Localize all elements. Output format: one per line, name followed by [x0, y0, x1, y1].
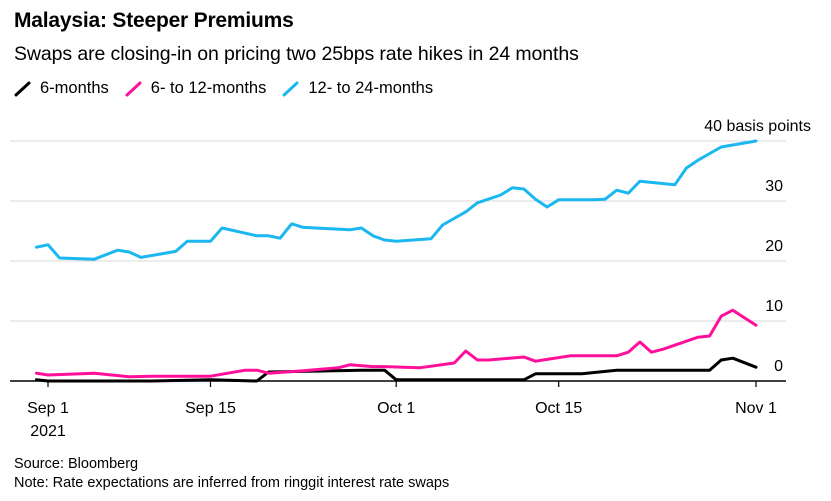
x-tick-sublabel-2021: 2021 — [30, 423, 66, 440]
x-tick-label-oct-15: Oct 15 — [535, 400, 582, 417]
x-tick-label-nov-1: Nov 1 — [735, 400, 777, 417]
legend-label-6-to-12-months: 6- to 12-months — [150, 79, 267, 97]
legend-label-12-to-24-months: 12- to 24-months — [308, 79, 434, 97]
y-tick-label-20: 20 — [765, 238, 783, 255]
series-line-6-to-12-months — [34, 308, 758, 379]
y-tick-label-40: 40 basis points — [704, 118, 811, 135]
source-note: Source: Bloomberg — [14, 456, 139, 472]
x-tick-label-oct-1: Oct 1 — [377, 400, 415, 417]
legend-swatch-6-months — [14, 81, 31, 96]
legend-label-6-months: 6-months — [40, 79, 109, 97]
legend-swatch-6-to-12-months — [125, 81, 142, 96]
footnote: Note: Rate expectations are inferred fro… — [14, 475, 450, 491]
x-tick-label-sep-1: Sep 1 — [27, 400, 69, 417]
y-tick-label-0: 0 — [774, 358, 783, 375]
legend-swatch-12-to-24-months — [282, 81, 299, 96]
y-tick-label-30: 30 — [765, 178, 783, 195]
legend-item-6-to-12-months: 6- to 12-months — [125, 79, 267, 98]
legend: 6-months 6- to 12-months 12- to 24-month… — [14, 79, 449, 98]
series-line-6-months — [34, 356, 758, 383]
chart-subtitle: Swaps are closing-in on pricing two 25bp… — [14, 43, 579, 65]
legend-item-6-months: 6-months — [14, 79, 109, 98]
y-tick-label-10: 10 — [765, 298, 783, 315]
series-line-12-to-24-months — [34, 139, 758, 261]
chart-title: Malaysia: Steeper Premiums — [14, 9, 294, 32]
x-tick-label-sep-15: Sep 15 — [185, 400, 236, 417]
legend-item-12-to-24-months: 12- to 24-months — [282, 79, 433, 98]
